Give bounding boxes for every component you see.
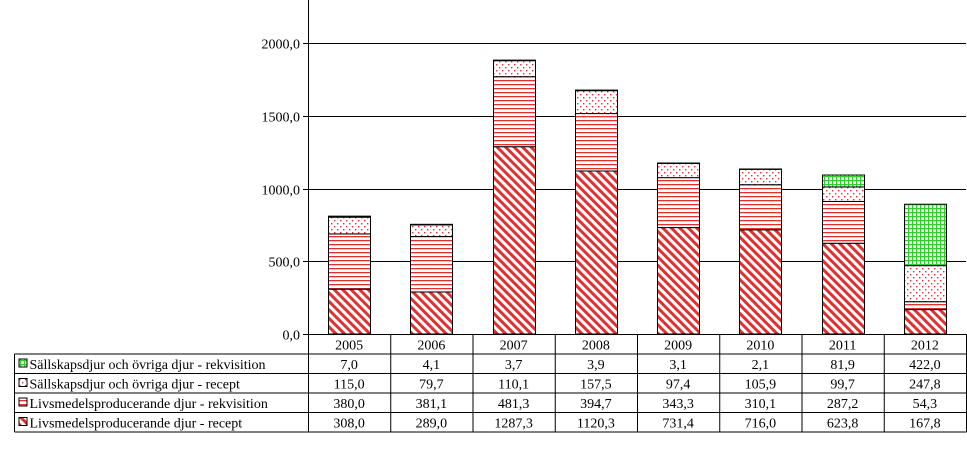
y-tick-label: 1000,0 <box>262 184 301 199</box>
x-tick-label: 2008 <box>582 339 610 354</box>
bar-segment <box>822 242 865 335</box>
data-label: 2,1 <box>752 358 770 373</box>
y-tick-label: 0,0 <box>283 329 301 344</box>
gridlines <box>308 43 966 262</box>
data-label: 1120,3 <box>577 417 615 432</box>
bar-segment <box>904 265 947 303</box>
bar-segment <box>739 184 782 231</box>
data-label: 481,3 <box>498 397 530 412</box>
data-label: 167,8 <box>909 417 941 432</box>
legend-label: Livsmedelsproducerande djur - rekvisitio… <box>30 397 268 412</box>
bar-segment <box>904 309 947 335</box>
y-tick-label: 2000,0 <box>262 38 301 53</box>
data-label: 716,0 <box>745 417 777 432</box>
legend-key <box>18 378 28 387</box>
bar-segment <box>493 60 536 78</box>
bar-segment <box>575 90 618 115</box>
bar-segment <box>575 89 618 92</box>
data-label: 115,0 <box>334 378 365 393</box>
data-label: 623,8 <box>827 417 859 432</box>
bar-segment <box>657 177 700 229</box>
data-label: 79,7 <box>419 378 444 393</box>
bar-segment <box>822 200 865 244</box>
legend-label: Sällskapsdjur och övriga djur - recept <box>30 378 240 393</box>
bar-segment <box>657 227 700 335</box>
data-label: 731,4 <box>662 417 694 432</box>
data-label: 3,7 <box>505 358 523 373</box>
bar-segment <box>493 146 536 335</box>
legend-label: Livsmedelsproducerande djur - recept <box>30 417 243 432</box>
bar-segment <box>904 301 947 311</box>
data-label: 381,1 <box>416 397 448 412</box>
legend-key <box>18 397 28 407</box>
y-tick-label: 500,0 <box>269 256 301 271</box>
bar-segment <box>410 224 453 238</box>
data-label: 157,5 <box>580 378 612 393</box>
x-tick-label: 2005 <box>335 339 363 354</box>
data-label: 3,9 <box>587 358 605 373</box>
data-label: 289,0 <box>416 417 448 432</box>
legend-key <box>18 417 28 426</box>
legend-key <box>18 358 28 368</box>
y-tick-label: 1500,0 <box>262 111 301 126</box>
bar-segment <box>410 236 453 293</box>
bar-segment <box>493 59 536 62</box>
x-tick-label: 2012 <box>911 339 939 354</box>
data-label: 105,9 <box>745 378 777 393</box>
axes: 0,0 500,0 1000,0 1500,0 2000,0 <box>262 0 309 344</box>
bar-segment <box>739 229 782 335</box>
bar-segment <box>410 223 453 226</box>
bar-segment <box>575 113 618 172</box>
data-label: 97,4 <box>666 378 691 393</box>
x-tick-label: 2011 <box>829 339 856 354</box>
data-label: 310,1 <box>745 397 777 412</box>
x-tick-label: 2007 <box>500 339 528 354</box>
data-label: 308,0 <box>333 417 365 432</box>
x-tick-label: 2010 <box>746 339 774 354</box>
bar-segment <box>493 76 536 148</box>
data-label: 81,9 <box>830 358 855 373</box>
bar-segment <box>657 162 700 179</box>
bar-segment <box>822 186 865 202</box>
bar-segment <box>328 215 371 218</box>
x-tick-label: 2009 <box>664 339 692 354</box>
data-label: 343,3 <box>662 397 694 412</box>
data-label: 54,3 <box>913 397 938 412</box>
legend-label: Sällskapsdjur och övriga djur - rekvisit… <box>30 358 266 373</box>
data-label: 394,7 <box>580 397 612 412</box>
data-label: 287,2 <box>827 397 859 412</box>
bar-segment <box>739 168 782 186</box>
bar-segment <box>328 216 371 235</box>
data-label: 380,0 <box>333 397 365 412</box>
data-label: 7,0 <box>340 358 358 373</box>
data-label: 3,1 <box>669 358 687 373</box>
data-label: 247,8 <box>909 378 941 393</box>
data-label: 4,1 <box>423 358 441 373</box>
bars <box>328 59 947 335</box>
bar-segment <box>328 288 371 335</box>
bar-segment <box>575 170 618 335</box>
x-tick-label: 2006 <box>417 339 445 354</box>
data-label: 1287,3 <box>494 417 533 432</box>
data-label: 110,1 <box>498 378 529 393</box>
data-label: 99,7 <box>830 378 855 393</box>
bar-segment <box>328 233 371 290</box>
bar-segment <box>904 203 947 267</box>
bar-segment <box>822 174 865 188</box>
bar-segment <box>410 291 453 335</box>
data-label: 422,0 <box>909 358 941 373</box>
data-table: 2005 2006 2007 2008 2009 2010 2011 2012 Sällskap… <box>14 334 967 433</box>
